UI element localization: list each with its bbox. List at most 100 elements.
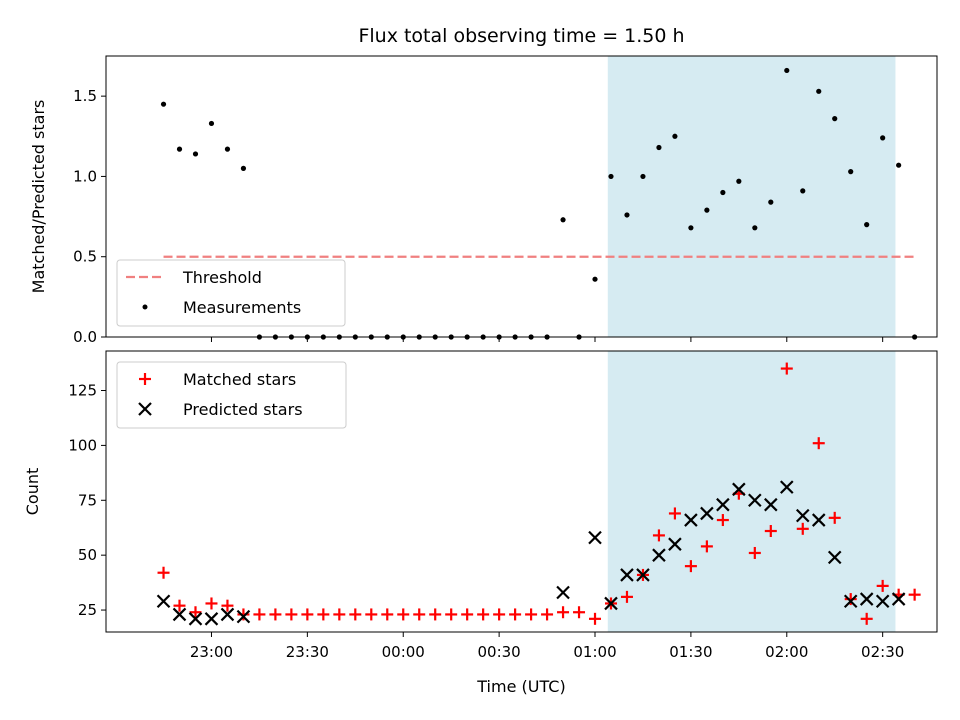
legend-threshold-label: Threshold xyxy=(182,268,262,287)
cross-stroke-b xyxy=(859,592,874,606)
predicted-star-point xyxy=(891,592,906,606)
top-y-ticks: 0.0 0.5 1.0 1.5 xyxy=(73,87,106,346)
predicted-star-point xyxy=(636,568,650,582)
matched-star-point xyxy=(301,608,314,621)
cross-stroke-b xyxy=(748,493,762,508)
measurement-point xyxy=(880,135,886,141)
predicted-star-point xyxy=(620,568,634,582)
matched-star-point xyxy=(253,608,266,621)
x-tick-label: 00:30 xyxy=(478,643,521,661)
cross-stroke-b xyxy=(875,594,890,609)
matched-star-point xyxy=(445,608,458,621)
matched-star-point xyxy=(365,608,378,621)
predicted-star-point xyxy=(732,482,746,497)
measurement-point xyxy=(720,189,726,196)
y-tick-label: 25 xyxy=(78,601,97,619)
y-tick-label: 1.0 xyxy=(73,167,97,185)
measurement-point xyxy=(704,207,710,213)
matched-star-point xyxy=(269,608,282,621)
x-tick-label: 02:30 xyxy=(861,643,904,661)
legend-measurements-label: Measurements xyxy=(183,298,301,317)
matched-star-point xyxy=(173,599,186,612)
bottom-y-axis-label: Count xyxy=(23,468,42,516)
predicted-star-point xyxy=(652,548,666,562)
measurement-point xyxy=(768,199,774,205)
cross-stroke-b xyxy=(811,513,826,527)
top-axes-frame xyxy=(105,55,938,338)
measurement-point xyxy=(816,88,822,94)
bottom-shaded-span xyxy=(607,351,896,632)
cross-stroke-b xyxy=(604,596,618,611)
predicted-star-point xyxy=(236,609,251,624)
x-tick-label: 23:00 xyxy=(190,643,233,661)
top-x-ticks xyxy=(210,337,884,342)
cross-stroke-b xyxy=(764,497,778,512)
predicted-star-point xyxy=(875,594,890,609)
matched-star-point xyxy=(876,579,889,592)
cross-stroke-b xyxy=(827,550,842,565)
matched-star-point xyxy=(557,606,570,619)
matched-star-point xyxy=(652,529,665,542)
measurement-point xyxy=(800,188,806,194)
predicted-star-point xyxy=(843,594,858,609)
matched-star-point xyxy=(748,546,761,559)
predicted-star-point xyxy=(764,497,778,512)
matched-star-point xyxy=(157,566,170,579)
measurement-point xyxy=(688,225,694,231)
predicted-star-point xyxy=(220,607,235,622)
matched-star-point xyxy=(205,597,218,610)
bottom-y-ticks: 25 50 75 100 125 xyxy=(68,382,106,619)
chart-title: Flux total observing time = 1.50 h xyxy=(358,25,684,47)
bottom-axes-frame xyxy=(105,350,938,633)
measurement-point xyxy=(624,212,630,218)
matched-star-point xyxy=(589,612,602,625)
predicted-star-point xyxy=(859,592,874,606)
cross-stroke-b xyxy=(795,508,810,523)
measurement-point xyxy=(192,151,199,157)
measurement-point xyxy=(752,225,758,231)
predicted-star-point xyxy=(604,596,618,611)
cross-stroke-b xyxy=(236,609,251,624)
matched-star-point xyxy=(189,606,202,619)
y-tick-label: 100 xyxy=(68,436,97,454)
matched-star-point xyxy=(285,608,298,621)
predicted-star-point xyxy=(748,493,762,508)
predicted-stars-points xyxy=(156,480,906,626)
matched-star-point xyxy=(413,608,426,621)
matched-star-point xyxy=(764,525,777,538)
matched-star-point xyxy=(573,606,586,619)
y-tick-label: 0.0 xyxy=(73,328,97,346)
bottom-legend: Matched stars Predicted stars xyxy=(116,361,347,429)
cross-stroke-b xyxy=(188,612,203,626)
matched-star-point xyxy=(493,608,506,621)
cross-stroke-b xyxy=(636,568,650,582)
cross-stroke-b xyxy=(780,480,794,494)
y-tick-label: 75 xyxy=(78,491,97,509)
matched-star-point xyxy=(796,522,809,535)
matched-star-point xyxy=(620,590,633,603)
matched-star-point xyxy=(397,608,410,621)
measurement-point xyxy=(864,222,870,228)
predicted-star-point xyxy=(156,594,171,609)
cross-stroke-b xyxy=(138,402,152,416)
measurement-point xyxy=(896,162,902,168)
cross-stroke-b xyxy=(156,594,171,609)
measurement-point xyxy=(736,178,742,184)
legend-measurements-swatch xyxy=(142,304,148,310)
cross-stroke-b xyxy=(732,482,746,497)
matched-star-point xyxy=(716,514,729,527)
matched-star-point xyxy=(700,540,713,553)
cross-stroke-b xyxy=(172,607,187,622)
predicted-star-point xyxy=(172,607,187,622)
cross-stroke-b xyxy=(700,506,714,521)
predicted-star-point xyxy=(716,497,730,512)
matched-star-point xyxy=(908,588,921,601)
y-tick-label: 1.5 xyxy=(73,87,97,105)
predicted-star-point xyxy=(556,585,570,600)
predicted-star-point xyxy=(780,480,794,494)
measurement-point xyxy=(240,165,247,171)
matched-star-point xyxy=(828,511,841,524)
cross-stroke-b xyxy=(684,513,698,527)
cross-stroke-b xyxy=(716,497,730,512)
x-tick-label: 01:30 xyxy=(669,643,712,661)
